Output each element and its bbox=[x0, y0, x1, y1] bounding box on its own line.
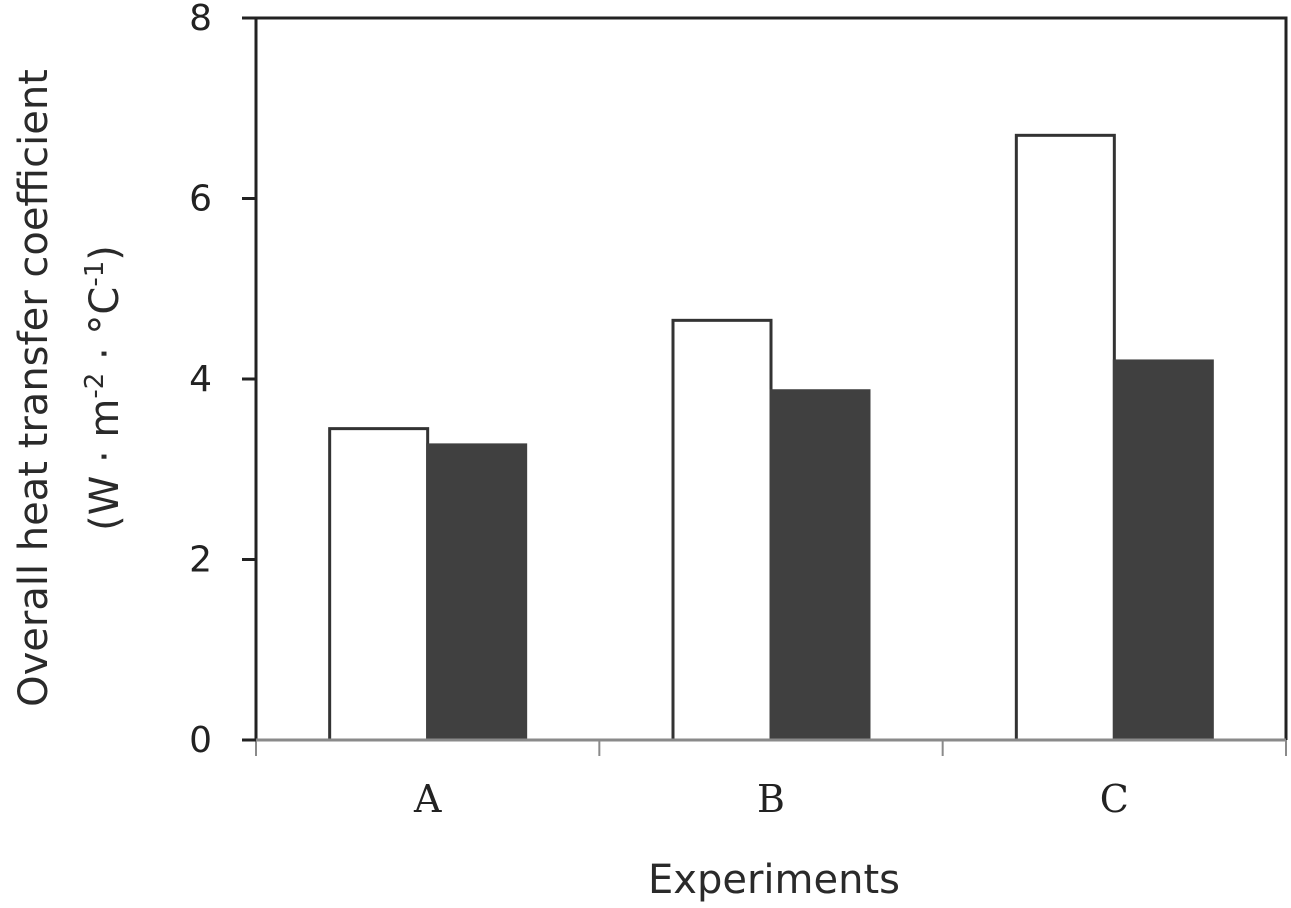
y-tick-label-8: 8 bbox=[189, 0, 212, 39]
x-tick-label-C: C bbox=[1100, 777, 1129, 821]
y-unit-sup1: -2 bbox=[80, 373, 110, 399]
y-axis-title-line1: Overall heat transfer coefficient bbox=[11, 69, 57, 707]
y-tick-label-4: 4 bbox=[189, 359, 212, 400]
y-unit-open: (W · m bbox=[82, 399, 128, 531]
y-unit-sup2: -1 bbox=[80, 261, 110, 287]
bar-B-series-2 bbox=[769, 389, 871, 742]
bar-C-series-1 bbox=[1014, 133, 1116, 742]
x-axis-title: Experiments bbox=[648, 857, 900, 903]
x-tick-label-B: B bbox=[757, 777, 785, 821]
y-unit-mid: · °C bbox=[82, 287, 128, 373]
y-tick-label-0: 0 bbox=[189, 720, 212, 761]
y-axis-title-line2: (W · m-2 · °C-1) bbox=[80, 245, 128, 531]
bar-A-series-2 bbox=[426, 443, 528, 742]
labels-layer: A B C 0 2 4 6 8 bbox=[189, 0, 1129, 821]
bars-layer bbox=[328, 133, 1214, 742]
bar-B-series-1 bbox=[671, 318, 773, 742]
y-unit-close: ) bbox=[82, 245, 128, 261]
y-tick-label-6: 6 bbox=[189, 179, 212, 220]
y-tick-label-2: 2 bbox=[189, 540, 212, 581]
x-tick-label-A: A bbox=[413, 777, 442, 821]
bar-C-series-2 bbox=[1112, 359, 1214, 742]
bar-A-series-1 bbox=[328, 427, 430, 742]
axes-layer bbox=[242, 16, 1288, 756]
